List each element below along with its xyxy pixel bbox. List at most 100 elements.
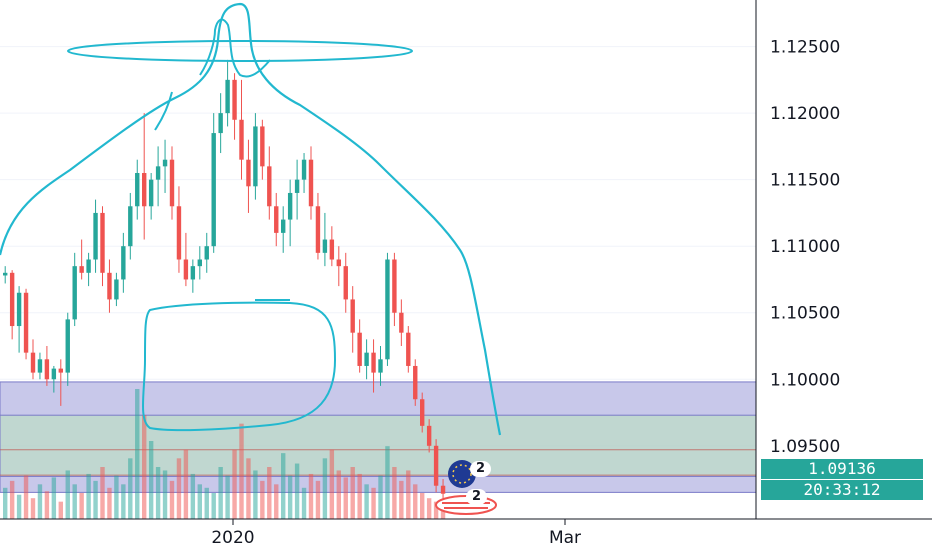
candle-body — [253, 126, 258, 187]
volume-bar — [86, 473, 91, 519]
volume-bar — [413, 484, 418, 519]
volume-bar — [371, 487, 376, 519]
price-tick-label: 1.11000 — [770, 237, 840, 257]
volume-bar — [79, 493, 84, 519]
candle-body — [183, 259, 189, 280]
candle-body — [211, 133, 216, 247]
candle-body — [148, 179, 154, 207]
candle-body — [16, 292, 22, 327]
volume-bar — [3, 487, 8, 519]
candle-body — [392, 259, 397, 313]
volume-bar — [190, 473, 196, 519]
last-price-tag[interactable]: 1.09136 — [761, 459, 923, 479]
dome-drawing[interactable] — [0, 2, 502, 436]
volume-bar — [378, 475, 383, 519]
top-ellipse-drawing[interactable] — [67, 40, 413, 62]
volume-bar — [93, 480, 98, 519]
volume-bar — [162, 470, 168, 519]
volume-bar — [44, 491, 50, 519]
volume-bar — [204, 487, 209, 519]
volume-bar — [322, 458, 328, 519]
volume-bar — [274, 484, 279, 519]
green-zone[interactable] — [0, 414, 757, 477]
volume-bar — [385, 446, 390, 519]
volume-bar — [239, 423, 244, 519]
eu-flag-icon[interactable] — [448, 460, 476, 488]
candle-body — [274, 206, 279, 233]
volume-bar — [281, 453, 286, 519]
volume-bar — [9, 480, 15, 519]
volume-bar — [37, 484, 43, 519]
candle-body — [37, 359, 43, 373]
price-tick-label: 1.11500 — [770, 171, 840, 191]
candle-body — [371, 352, 376, 373]
volume-bar — [169, 480, 175, 519]
volume-bar — [23, 475, 29, 519]
candle-body — [142, 173, 147, 207]
volume-bar — [433, 501, 439, 519]
volume-bar — [128, 458, 133, 519]
candle-body — [204, 246, 209, 260]
price-tick-label: 1.10500 — [770, 304, 840, 324]
candle-body — [413, 365, 418, 400]
candle-body — [420, 399, 425, 426]
candle-body — [169, 159, 175, 207]
volume-bar — [294, 463, 300, 519]
countdown-tag: 20:33:12 — [761, 480, 923, 500]
volume-bar — [107, 487, 112, 519]
candle-body — [426, 425, 432, 446]
volume-bar — [142, 415, 147, 519]
candle-body — [260, 126, 265, 167]
us-event-count-badge[interactable]: 2 — [466, 489, 488, 505]
volume-bar — [176, 458, 182, 519]
candle-body — [9, 272, 15, 327]
volume-bar — [350, 467, 355, 519]
volume-bar — [246, 458, 251, 519]
volume-bar — [197, 484, 202, 519]
price-axis[interactable]: 1.12500 1.12000 1.11500 1.11000 1.10500 1.100… — [770, 38, 840, 457]
volume-bar — [301, 487, 307, 519]
candle-body — [128, 206, 133, 247]
time-axis[interactable]: 2020 Mar — [211, 519, 581, 548]
price-tick-label: 1.09500 — [770, 437, 840, 457]
zones[interactable] — [0, 381, 757, 493]
volume-bar — [260, 480, 265, 519]
freehand-drawings[interactable] — [0, 2, 502, 436]
eu-event-count-badge[interactable]: 2 — [470, 461, 492, 477]
volume-bar — [155, 467, 161, 519]
candle-body — [162, 159, 168, 167]
candle-body — [114, 279, 119, 300]
volume-bar — [392, 467, 397, 519]
volume-bar — [211, 493, 216, 519]
candle-body — [322, 239, 328, 253]
volume-bar — [329, 449, 335, 519]
candle-body — [399, 312, 404, 333]
box-drawing[interactable] — [141, 299, 337, 432]
candle-body — [287, 192, 293, 220]
candle-body — [30, 352, 36, 373]
volume-bar — [343, 477, 348, 519]
candle-body — [135, 173, 140, 207]
candle-body — [86, 259, 91, 273]
volume-bar — [51, 477, 57, 519]
candle-body — [350, 299, 355, 333]
candle-body — [72, 266, 77, 320]
volume-bar — [65, 470, 70, 519]
volume-bar — [232, 449, 237, 519]
candle-body — [100, 212, 105, 273]
volume-bar — [267, 467, 272, 519]
candle-body — [190, 266, 196, 280]
candle-body — [232, 79, 237, 120]
volume-bar — [364, 484, 369, 519]
candle-body — [329, 239, 335, 260]
candle-body — [23, 292, 29, 353]
candle-body — [58, 368, 63, 373]
candle-body — [281, 219, 286, 233]
candle-body — [308, 159, 314, 207]
volume-bar — [420, 493, 425, 519]
candle-body — [44, 359, 50, 380]
volume-bar — [114, 475, 119, 519]
time-tick-label: 2020 — [211, 528, 254, 548]
volume-bar — [58, 501, 63, 519]
